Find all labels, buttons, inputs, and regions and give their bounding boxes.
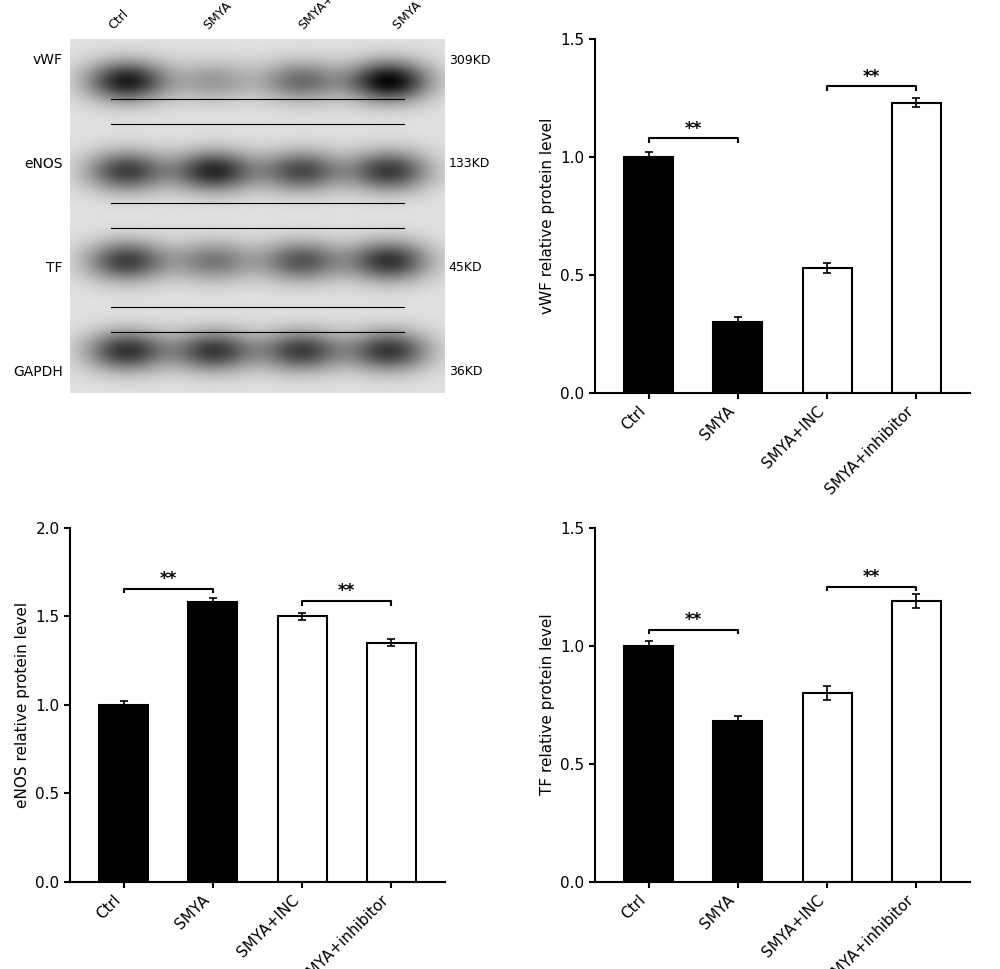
Bar [892, 601, 941, 882]
Bar [278, 616, 327, 882]
Y-axis label: eNOS relative protein level: eNOS relative protein level [15, 602, 30, 808]
Text: **: ** [338, 582, 355, 601]
Text: eNOS: eNOS [24, 157, 62, 171]
Text: GAPDH: GAPDH [13, 364, 62, 379]
Text: SMYA +inhibitor: SMYA +inhibitor [391, 0, 471, 32]
Text: **: ** [160, 570, 177, 588]
Bar [624, 645, 673, 882]
Bar [803, 267, 852, 393]
Bar [188, 602, 237, 882]
Text: **: ** [863, 568, 880, 586]
Bar [713, 721, 762, 882]
Bar [713, 322, 762, 393]
Text: **: ** [685, 119, 702, 138]
Text: 309KD: 309KD [449, 53, 490, 67]
Text: SMYA: SMYA [201, 0, 234, 32]
Y-axis label: TF relative protein level: TF relative protein level [540, 614, 555, 796]
Text: 133KD: 133KD [449, 157, 490, 171]
Text: **: ** [685, 610, 702, 629]
Text: 36KD: 36KD [449, 365, 482, 378]
Bar [624, 157, 673, 393]
Text: **: ** [863, 68, 880, 85]
Bar [367, 642, 416, 882]
Text: SMYA+INC: SMYA+INC [296, 0, 352, 32]
Bar [803, 693, 852, 882]
Y-axis label: vWF relative protein level: vWF relative protein level [540, 117, 555, 314]
Bar [99, 704, 148, 882]
Text: vWF: vWF [32, 53, 62, 67]
Text: TF: TF [46, 261, 62, 275]
Text: Ctrl: Ctrl [106, 7, 131, 32]
Text: 45KD: 45KD [449, 262, 482, 274]
Bar [892, 103, 941, 393]
